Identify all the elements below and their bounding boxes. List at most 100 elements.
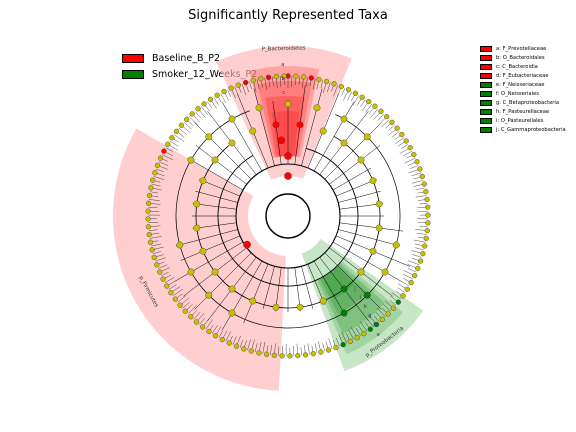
leaf-branch — [155, 257, 166, 262]
leaf-node — [420, 251, 426, 257]
taxon-node — [319, 297, 327, 305]
leaf-node — [152, 170, 158, 176]
sector-proteobacteria — [301, 238, 424, 372]
leaf-node — [256, 350, 262, 356]
leaf-node — [394, 125, 400, 131]
leaf-branch — [320, 80, 323, 89]
leaf-node — [318, 349, 324, 355]
leaf-branch — [419, 203, 428, 205]
leaf-node — [400, 293, 406, 299]
leaf-node — [243, 79, 249, 86]
key-swatch — [480, 63, 492, 70]
leaf-node — [206, 328, 212, 335]
taxa-key: a: F_Prevotellaceae b: O_Bacteroidales c: … — [480, 44, 566, 134]
leaf-branch — [262, 341, 266, 354]
key-item: f: O_Neisseriales — [480, 89, 566, 98]
key-label: j: C_Gammaproteobacteria — [496, 126, 566, 133]
leaf-branch — [169, 140, 179, 147]
leaf-branch — [280, 76, 281, 88]
leaf-branch — [183, 122, 192, 130]
clade-letter: j — [353, 286, 355, 292]
leaf-node — [423, 189, 429, 195]
clade-letter: f — [373, 322, 375, 328]
leaf-node — [310, 351, 316, 357]
leaf-branch — [178, 128, 187, 135]
leaf-node — [399, 131, 405, 138]
leaf-node — [425, 220, 431, 226]
leaf-node — [188, 314, 194, 320]
leaf-node — [395, 299, 401, 305]
leaf-node — [423, 235, 429, 241]
leaf-branch — [177, 295, 187, 303]
key-item: i: O_Pasteurellales — [480, 116, 566, 125]
key-label: i: O_Pasteurellales — [496, 117, 544, 124]
taxon-node — [228, 115, 236, 123]
biomarker-node — [284, 152, 292, 160]
biomarker-node — [243, 240, 251, 249]
leaf-branch — [402, 281, 410, 287]
leaf-branch — [148, 229, 158, 231]
leaf-node — [425, 204, 431, 210]
leaf-branch — [377, 113, 384, 121]
key-swatch — [480, 54, 492, 61]
key-swatch — [480, 126, 492, 133]
leaf-node — [295, 353, 301, 359]
taxon-node — [176, 241, 184, 249]
leaf-branch — [374, 315, 380, 323]
leaf-node — [154, 162, 161, 168]
leaf-branch — [389, 300, 396, 306]
taxon-node — [381, 268, 389, 276]
leaf-node — [404, 286, 410, 292]
taxon-node — [340, 115, 348, 123]
leaf-node — [345, 87, 352, 93]
branch — [313, 101, 355, 172]
taxon-node — [205, 291, 213, 299]
leaf-branch — [419, 225, 428, 227]
leaf-branch — [225, 331, 231, 342]
leaf-branch — [416, 233, 427, 235]
branch — [324, 122, 382, 180]
leaf-branch — [212, 325, 218, 334]
key-swatch — [480, 81, 492, 88]
branch — [180, 235, 241, 261]
leaf-branch — [153, 251, 161, 254]
leaf-branch — [278, 346, 280, 356]
leaf-node — [168, 290, 174, 296]
leaf-branch — [370, 108, 379, 119]
leaf-branch — [394, 137, 405, 145]
legend-label: Baseline_B_P2 — [152, 52, 221, 64]
leaf-node — [414, 159, 420, 165]
key-label: a: F_Prevotellaceae — [496, 45, 547, 52]
leaf-branch — [239, 339, 244, 348]
biomarker-node — [284, 172, 292, 180]
taxon-node — [187, 268, 195, 276]
leaf-node — [361, 331, 367, 337]
clade-letter: h — [364, 304, 367, 310]
leaf-node — [331, 81, 337, 87]
leaf-node — [340, 342, 346, 348]
taxon-node — [205, 133, 213, 141]
leaf-node — [258, 76, 264, 82]
leaf-node — [293, 73, 299, 79]
leaf-node — [384, 114, 390, 120]
leaf-branch — [205, 319, 213, 330]
leaf-node — [178, 122, 184, 128]
leaf-node — [145, 208, 151, 214]
taxon-node — [313, 104, 321, 112]
leaf-branch — [341, 332, 347, 344]
taxon-node — [228, 139, 236, 147]
biomarker-node — [277, 136, 286, 145]
leaf-node — [228, 85, 234, 91]
key-label: b: O_Bacteroidales — [496, 54, 545, 61]
leaf-branch — [413, 239, 426, 243]
branch — [332, 167, 372, 191]
leaf-branch — [156, 168, 164, 172]
branch — [272, 100, 282, 165]
leaf-branch — [148, 207, 158, 208]
key-label: g: C_Betaproteobacteria — [496, 99, 560, 106]
leaf-node — [424, 228, 430, 234]
branch — [221, 260, 263, 331]
leaf-node — [199, 324, 206, 330]
leaf-branch — [411, 172, 422, 176]
leaf-branch — [306, 77, 308, 87]
